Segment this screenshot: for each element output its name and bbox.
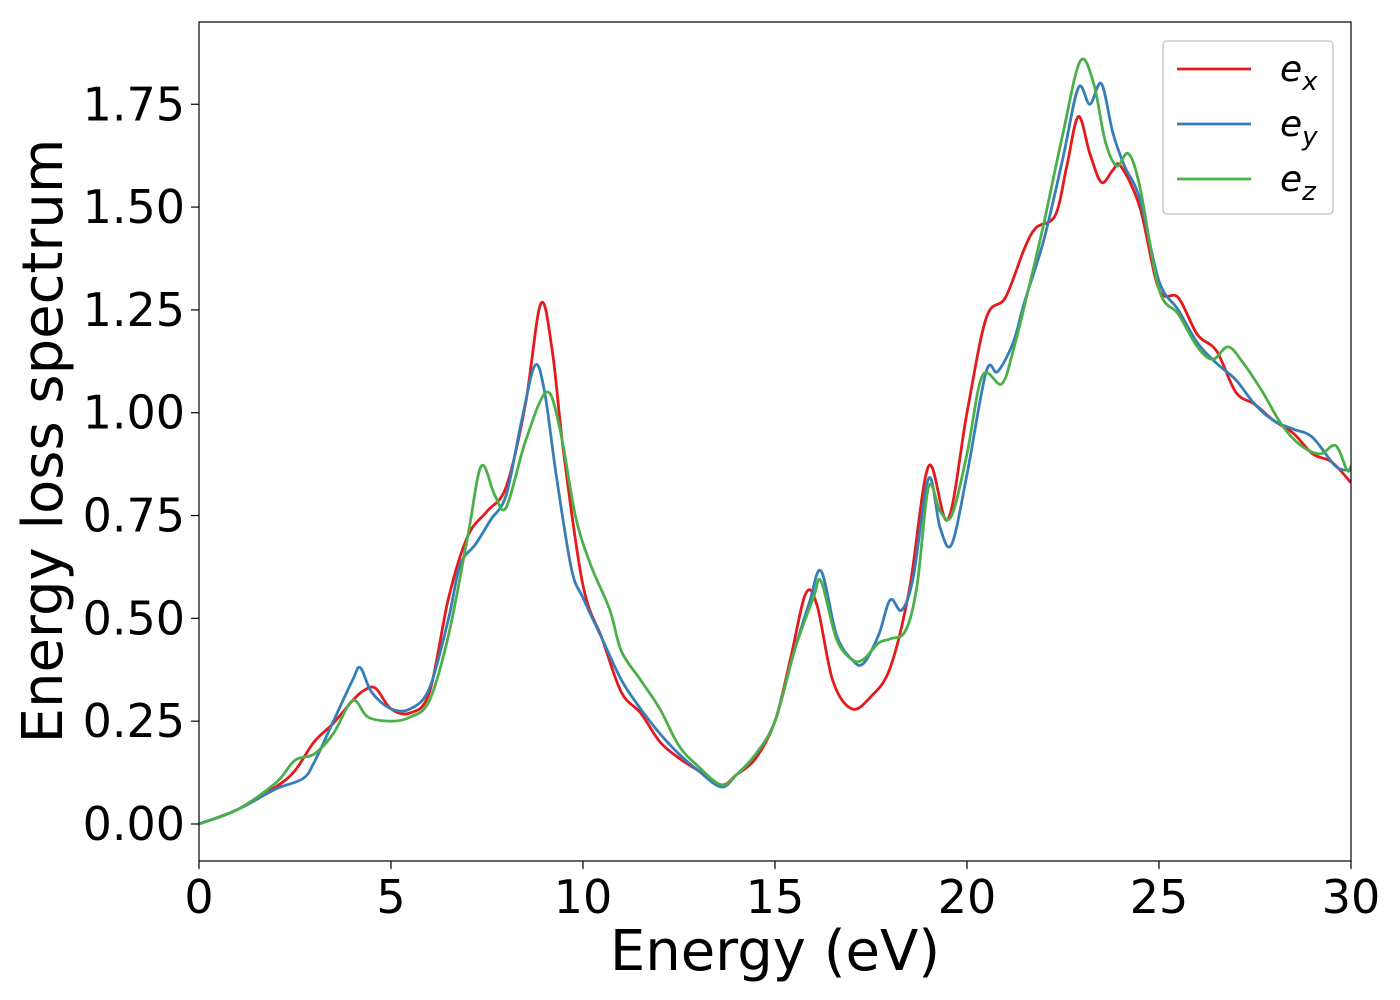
legend-label-x: ex bbox=[1280, 49, 1318, 97]
legend-label-base: e bbox=[1280, 104, 1302, 145]
x-tick-label: 25 bbox=[1130, 870, 1189, 924]
y-axis-ticks: 0.00 0.25 0.50 0.75 1.00 1.25 1.50 1.75 bbox=[83, 77, 199, 851]
legend-label-base: e bbox=[1280, 49, 1302, 90]
x-tick-label: 10 bbox=[554, 870, 613, 924]
y-tick-label: 1.25 bbox=[83, 283, 185, 337]
x-tick-label: 15 bbox=[746, 870, 805, 924]
legend-label-subscript: z bbox=[1301, 177, 1317, 207]
x-tick-label: 5 bbox=[376, 870, 405, 924]
y-axis-label: Energy loss spectrum bbox=[11, 139, 76, 744]
y-tick-label: 0.50 bbox=[83, 591, 185, 645]
y-tick-label: 0.25 bbox=[83, 694, 185, 748]
x-axis-ticks: 0 5 10 15 20 25 30 bbox=[184, 861, 1380, 924]
x-tick-label: 0 bbox=[184, 870, 213, 924]
series-line-z bbox=[199, 57, 1351, 826]
legend-label-subscript: y bbox=[1301, 122, 1318, 152]
y-tick-label: 0.00 bbox=[83, 797, 185, 851]
legend-box bbox=[1162, 40, 1334, 215]
legend-label-y: ey bbox=[1280, 104, 1318, 152]
series-layer bbox=[199, 57, 1351, 826]
y-tick-label: 1.00 bbox=[83, 386, 185, 440]
y-tick-label: 1.75 bbox=[83, 77, 185, 131]
series-line-y bbox=[199, 81, 1351, 826]
legend-label-base: e bbox=[1280, 159, 1302, 200]
legend-label-subscript: x bbox=[1301, 67, 1318, 97]
y-tick-label: 0.75 bbox=[83, 489, 185, 543]
legend-label-z: ez bbox=[1280, 159, 1317, 207]
x-tick-label: 30 bbox=[1322, 870, 1381, 924]
x-axis-label: Energy (eV) bbox=[610, 919, 940, 984]
x-tick-label: 20 bbox=[938, 870, 997, 924]
y-tick-label: 1.50 bbox=[83, 180, 185, 234]
